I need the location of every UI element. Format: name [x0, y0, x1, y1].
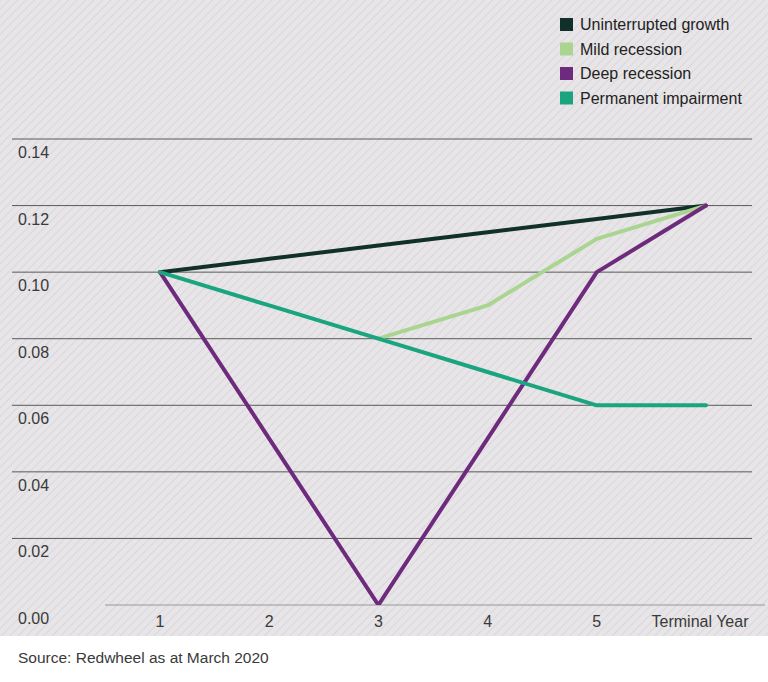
x-axis: 1 2 3 4 5 Terminal Year: [156, 613, 750, 630]
x-tick-label: 1: [156, 613, 165, 630]
legend-swatch: [560, 92, 573, 105]
chart-svg: 0.00 0.02 0.04 0.06 0.08 0.10 0.12 0.14 1 2 3 4 5 Ter…: [0, 0, 768, 682]
x-axis-line: [105, 605, 765, 606]
y-tick-label: 0.04: [18, 477, 49, 494]
grid-line: [12, 272, 752, 273]
y-tick-label: 0.08: [18, 344, 49, 361]
y-tick-label: 0.10: [18, 277, 49, 294]
legend-label: Uninterrupted growth: [580, 16, 729, 33]
series-line: [160, 206, 706, 273]
y-tick-label: 0.14: [18, 144, 49, 161]
y-tick-label: 0.00: [18, 610, 49, 627]
legend-label: Mild recession: [580, 41, 682, 58]
x-tick-label: 3: [374, 613, 383, 630]
y-tick-label: 0.02: [18, 543, 49, 560]
series-group: [160, 206, 706, 605]
grid-line: [12, 471, 752, 472]
legend-swatch: [560, 67, 573, 80]
legend-swatch: [560, 43, 573, 56]
background: [0, 0, 768, 636]
legend-swatch: [560, 18, 573, 31]
x-tick-label: 5: [592, 613, 601, 630]
grid-line: [12, 139, 752, 140]
x-tick-label: Terminal Year: [652, 613, 750, 630]
legend-label: Permanent impairment: [580, 90, 742, 107]
y-tick-label: 0.06: [18, 410, 49, 427]
grid-line: [12, 205, 752, 206]
y-tick-label: 0.12: [18, 211, 49, 228]
x-tick-label: 2: [265, 613, 274, 630]
legend-label: Deep recession: [580, 65, 691, 82]
x-tick-label: 4: [483, 613, 492, 630]
grid-line: [12, 538, 752, 539]
y-axis: 0.00 0.02 0.04 0.06 0.08 0.10 0.12 0.14: [12, 139, 765, 627]
source-note: Source: Redwheel as at March 2020: [18, 649, 269, 666]
series-line: [378, 206, 706, 339]
series-line: [160, 272, 706, 405]
series-line: [160, 206, 706, 605]
legend: Uninterrupted growth Mild recession Deep r…: [560, 16, 742, 107]
chart-container: 0.00 0.02 0.04 0.06 0.08 0.10 0.12 0.14 1 2 3 4 5 Ter…: [0, 0, 768, 682]
